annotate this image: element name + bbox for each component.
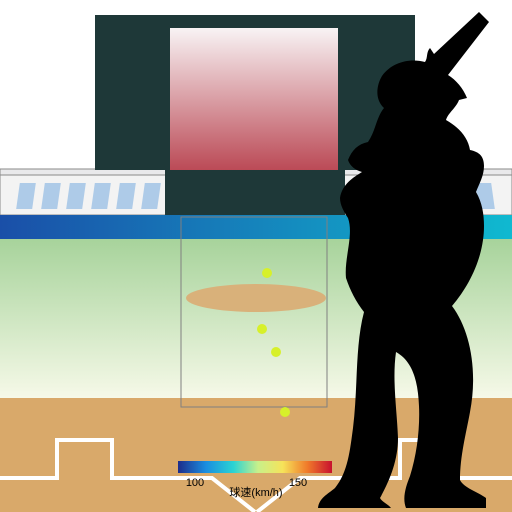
pitch-marker xyxy=(280,407,290,417)
pitch-marker xyxy=(271,347,281,357)
colorbar-label: 球速(km/h) xyxy=(229,485,282,499)
colorbar-tick: 150 xyxy=(289,477,307,489)
pitch-location-diagram: 100 150 球速(km/h) xyxy=(0,0,512,512)
colorbar-tick: 100 xyxy=(186,477,204,489)
pitchers-mound xyxy=(186,284,326,312)
pitch-marker xyxy=(257,324,267,334)
pitch-marker xyxy=(262,268,272,278)
